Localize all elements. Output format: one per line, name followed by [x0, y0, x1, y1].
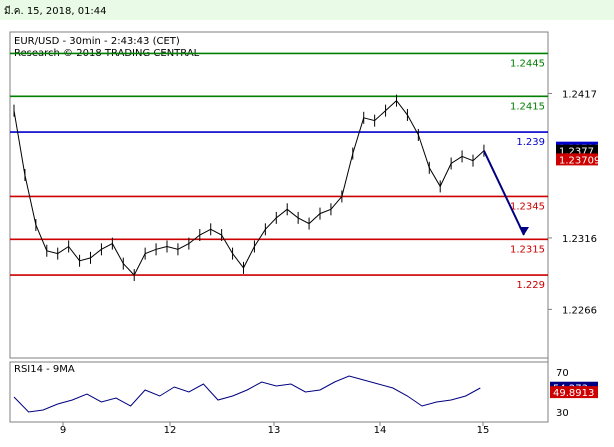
x-tick-label-0: 9	[60, 425, 66, 436]
price-line	[13, 99, 485, 276]
level-label-0: 1.2445	[510, 58, 545, 69]
date-header-text: มี.ค. 15, 2018, 01:44	[4, 6, 107, 17]
projection-arrowhead	[519, 227, 529, 236]
rsi-tick-label-0: 70	[556, 368, 569, 379]
price-tick-label-2: 1.2266	[562, 305, 597, 316]
x-tick-label-2: 13	[268, 425, 281, 436]
level-label-3: 1.2345	[510, 201, 545, 212]
rsi-title: RSI14 - 9MA	[14, 364, 75, 375]
price-panel-frame	[9, 31, 549, 359]
level-label-1: 1.2415	[510, 101, 545, 112]
price-badge-label-2: 1.23709	[559, 155, 600, 166]
x-tick-label-1: 12	[164, 425, 177, 436]
price-tick-label-1: 1.2316	[562, 234, 597, 245]
x-tick-label-3: 14	[374, 425, 387, 436]
price-badge-2	[556, 153, 598, 166]
chart-title: EUR/USD - 30min - 2:43:43 (CET)	[14, 36, 180, 47]
level-label-2: 1.239	[516, 137, 545, 148]
rsi-tick-label-1: 30	[556, 408, 569, 419]
rsi-badge-1	[550, 386, 598, 399]
date-header-bar: มี.ค. 15, 2018, 01:44	[0, 0, 614, 20]
price-tick-label-0: 1.2417	[562, 89, 597, 100]
rsi-line	[13, 375, 481, 413]
price-badge-label-1: 1.2377	[559, 147, 594, 158]
x-tick-label-4: 15	[477, 425, 490, 436]
rsi-panel-frame	[9, 361, 549, 423]
level-label-4: 1.2315	[510, 244, 545, 255]
projection-arrow-line	[483, 150, 525, 236]
rsi-badge-label-1: 49.8913	[553, 388, 594, 399]
level-label-5: 1.229	[516, 280, 545, 291]
